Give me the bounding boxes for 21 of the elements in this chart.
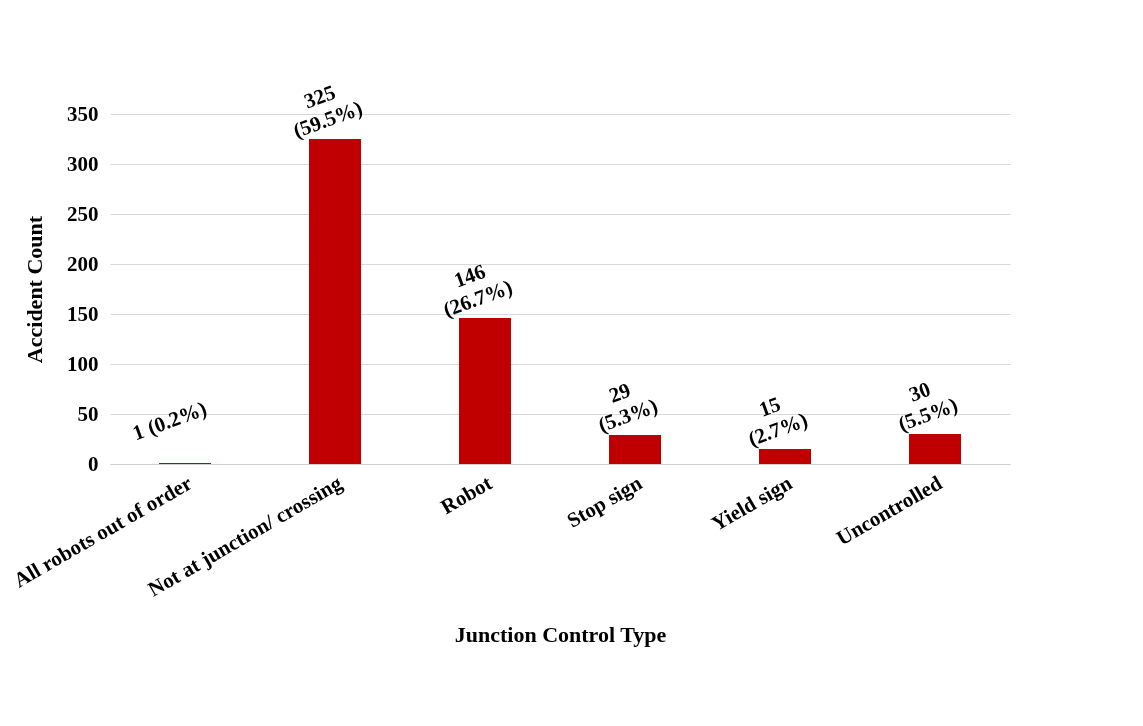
data-label: 30 (5.5%)	[894, 376, 961, 437]
data-label: 15 (2.7%)	[744, 391, 811, 452]
bar	[459, 318, 511, 464]
y-tick-label: 200	[67, 251, 99, 276]
y-tick-label: 250	[67, 201, 99, 226]
y-tick-label: 300	[67, 151, 99, 176]
x-tick-label: Yield sign	[707, 470, 797, 536]
y-axis-title: Accident Count	[22, 215, 47, 364]
x-tick-label: Stop sign	[562, 470, 647, 533]
bar	[909, 434, 961, 464]
data-label: 1 (0.2%)	[129, 396, 210, 446]
bar	[309, 139, 361, 464]
y-tick-label: 100	[67, 351, 99, 376]
bar	[609, 435, 661, 464]
bar	[759, 449, 811, 464]
data-label: 29 (5.3%)	[594, 377, 661, 438]
y-tick-label: 150	[67, 301, 99, 326]
x-axis-title: Junction Control Type	[454, 622, 667, 648]
y-tick-label: 0	[88, 451, 99, 476]
y-tick-label: 350	[67, 101, 99, 126]
y-tick-label: 50	[77, 401, 99, 426]
